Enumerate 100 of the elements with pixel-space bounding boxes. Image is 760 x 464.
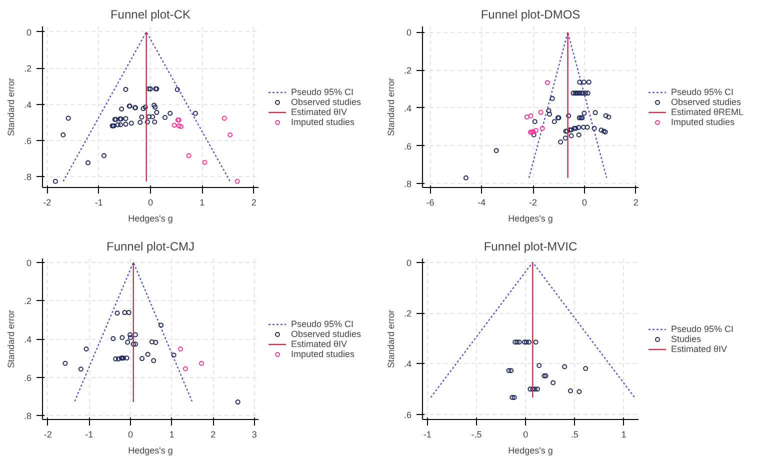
- point: [60, 132, 66, 138]
- point: [124, 355, 130, 360]
- point: [558, 140, 564, 145]
- point: [116, 356, 121, 362]
- point: [512, 340, 518, 345]
- point: [150, 114, 156, 120]
- point: [152, 102, 157, 108]
- point: [101, 153, 106, 158]
- x-tick-label: -.5: [471, 430, 482, 440]
- point: [550, 380, 556, 386]
- point: [154, 110, 160, 115]
- point: [552, 119, 557, 124]
- point: [52, 178, 58, 184]
- point: [463, 175, 468, 180]
- y-tick-label: .8: [24, 411, 32, 422]
- legend-label: Imputed studies: [671, 116, 735, 126]
- y-tick-label: 0: [406, 28, 412, 38]
- point: [516, 340, 522, 345]
- legend-label: Imputed studies: [291, 116, 355, 126]
- point: [132, 342, 138, 347]
- legend-label: Pseudo 95% CI: [671, 86, 734, 96]
- point: [538, 110, 544, 115]
- point: [144, 120, 150, 125]
- point: [592, 126, 597, 131]
- chart-title: Funnel plot-CMJ: [106, 240, 195, 254]
- point: [146, 86, 152, 92]
- x-axis-title: Hedges's g: [128, 214, 173, 224]
- point: [122, 310, 128, 316]
- chart-title: Funnel plot-DMOS: [480, 8, 580, 22]
- x-tick-label: 0: [523, 430, 528, 440]
- point: [115, 122, 120, 128]
- point: [162, 114, 168, 120]
- x-tick-label: .5: [570, 430, 578, 440]
- point: [510, 394, 515, 400]
- y-tick-label: .8: [404, 179, 412, 190]
- point: [171, 352, 176, 358]
- point: [120, 335, 125, 340]
- point: [562, 364, 568, 370]
- x-tick-label: -1: [423, 430, 432, 440]
- y-tick-label: .4: [24, 334, 32, 344]
- y-tick-label: .4: [404, 359, 412, 370]
- point: [128, 332, 133, 338]
- point: [178, 346, 183, 352]
- legend-label: Pseudo 95% CI: [671, 324, 734, 334]
- point: [142, 104, 148, 110]
- point: [62, 360, 68, 366]
- point: [524, 114, 530, 120]
- point: [192, 110, 198, 116]
- legend-label: Studies: [671, 334, 702, 344]
- x-tick-label: 1: [169, 430, 174, 440]
- x-tick-label: 2: [210, 430, 216, 440]
- x-tick-label: -2: [44, 430, 52, 440]
- y-tick-label: 0: [406, 258, 412, 268]
- point: [119, 106, 124, 112]
- y-tick-label: .2: [24, 64, 32, 74]
- point: [123, 122, 128, 127]
- point: [176, 123, 182, 128]
- legend-label: Estimated θIV: [291, 338, 348, 348]
- point: [158, 322, 164, 328]
- point: [123, 116, 128, 122]
- point: [182, 366, 188, 372]
- point: [186, 153, 192, 158]
- point: [546, 108, 552, 114]
- point: [540, 126, 545, 131]
- point: [533, 128, 538, 133]
- x-tick-label: -2: [43, 198, 52, 208]
- chart-title: Funnel plot-MVIC: [484, 240, 578, 254]
- y-tick-label: .2: [404, 308, 412, 319]
- x-tick-label: -6: [426, 198, 434, 208]
- point: [202, 160, 208, 165]
- point: [126, 310, 132, 316]
- point: [581, 80, 586, 85]
- point: [228, 132, 233, 138]
- point: [146, 114, 152, 120]
- point: [222, 116, 227, 121]
- point: [532, 119, 538, 124]
- point: [123, 86, 128, 92]
- point: [550, 96, 555, 101]
- point: [526, 340, 532, 345]
- point: [562, 136, 568, 141]
- x-tick-label: 1: [621, 430, 626, 440]
- point: [139, 114, 144, 120]
- legend-label: Imputed studies: [291, 348, 355, 358]
- point: [114, 310, 120, 316]
- x-tick-label: 0: [128, 430, 133, 440]
- y-tick-label: .2: [404, 66, 412, 76]
- point: [199, 360, 204, 366]
- point: [174, 87, 180, 92]
- point: [138, 120, 143, 125]
- point: [152, 120, 158, 125]
- point: [576, 124, 582, 130]
- point: [113, 356, 118, 362]
- x-tick-label: 3: [252, 430, 257, 440]
- point: [140, 356, 145, 362]
- point: [66, 116, 71, 121]
- x-tick-label: 2: [633, 198, 638, 208]
- y-tick-label: 0: [26, 27, 32, 38]
- point: [172, 122, 177, 128]
- y-axis-title: Standard error: [386, 310, 396, 368]
- point: [580, 124, 586, 130]
